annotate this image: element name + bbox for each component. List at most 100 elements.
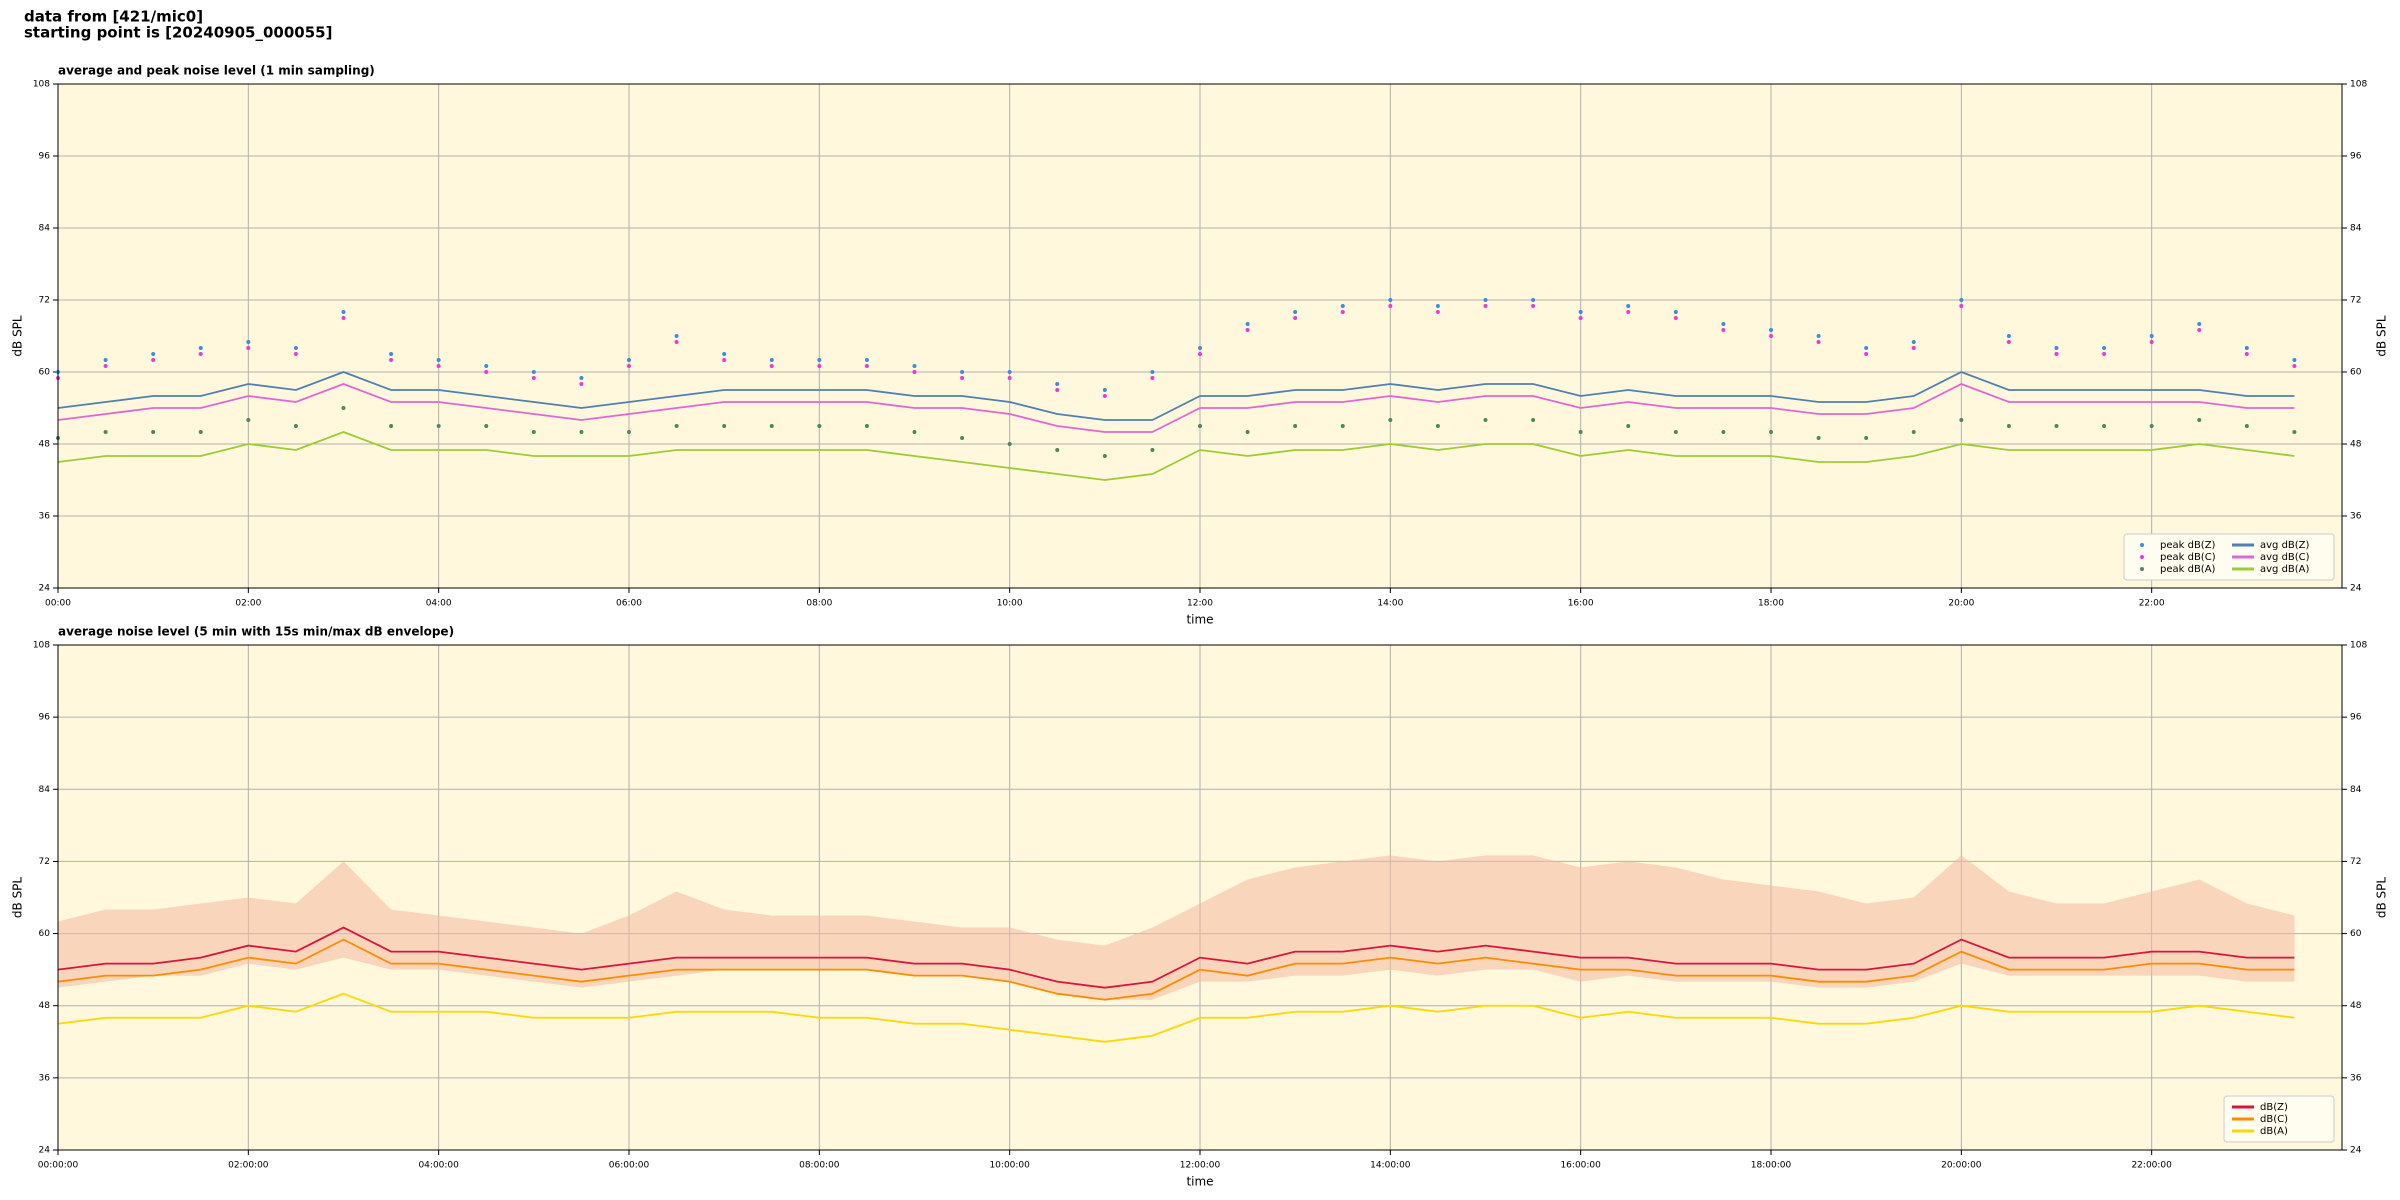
x-tick-label: 04:00:00 [418, 1161, 459, 1171]
peak-point [817, 424, 822, 428]
peak-point [1435, 424, 1440, 428]
peak-point [2102, 424, 2107, 428]
peak-point [1102, 388, 1107, 392]
peak-point [103, 364, 108, 368]
peak-point [1150, 376, 1155, 380]
peak-point [1340, 310, 1345, 314]
y-tick-label: 108 [33, 80, 50, 90]
x-tick-label: 00:00 [45, 599, 71, 609]
peak-point [579, 376, 584, 380]
peak-point [484, 424, 489, 428]
x-tick-label: 10:00 [997, 599, 1023, 609]
peak-point [1911, 346, 1916, 350]
legend-label: dB(A) [2260, 1126, 2288, 1137]
series-line [57, 926, 2295, 989]
x-tick-label: 16:00:00 [1560, 1161, 1601, 1171]
panel-title: average noise level (5 min with 15s min/… [58, 625, 454, 639]
peak-point [1769, 334, 1773, 338]
legend-label: peak dB(Z) [2160, 540, 2216, 551]
peak-point [246, 340, 251, 344]
peak-point [912, 370, 917, 374]
legend-label: peak dB(C) [2160, 552, 2216, 563]
x-tick-label: 18:00:00 [1751, 1161, 1792, 1171]
y-tick-label: 24 [39, 584, 51, 594]
y-tick-label: 84 [39, 224, 51, 234]
peak-point [436, 424, 441, 428]
legend-label: avg dB(C) [2260, 552, 2310, 563]
peak-point [1388, 418, 1393, 422]
peak-point [1959, 298, 1964, 302]
legend-label: avg dB(A) [2260, 564, 2310, 575]
x-tick-label: 04:00 [426, 599, 452, 609]
peak-point [864, 358, 869, 362]
peak-point [912, 364, 917, 368]
peak-point [1816, 340, 1821, 344]
x-axis-label: time [1186, 1175, 1213, 1189]
peak-point [341, 310, 346, 314]
peak-point [2102, 346, 2107, 350]
peak-point [1293, 316, 1298, 320]
peak-point [1578, 316, 1583, 320]
peak-point [1007, 376, 1012, 380]
peak-point [2006, 424, 2011, 428]
peak-point [627, 358, 631, 362]
peak-point [1626, 310, 1631, 314]
x-tick-label: 06:00:00 [609, 1161, 650, 1171]
peak-point [103, 358, 108, 362]
peak-point [817, 358, 822, 362]
peak-point [1340, 304, 1345, 308]
y-tick-label: 48 [2350, 440, 2362, 450]
peak-point [722, 424, 727, 428]
y-tick-label: 60 [2350, 929, 2362, 939]
peak-point [341, 406, 346, 410]
header-line: data from [421/mic0] [24, 8, 203, 26]
peak-point [436, 364, 441, 368]
peak-point [1007, 370, 1012, 374]
peak-point [246, 418, 251, 422]
y-tick-label: 24 [2350, 584, 2362, 594]
series-line [57, 992, 2295, 1043]
peak-point [1055, 382, 1060, 386]
series-line [57, 431, 2295, 481]
peak-point [1769, 430, 1773, 434]
peak-point [103, 430, 108, 434]
x-tick-label: 12:00:00 [1180, 1161, 1221, 1171]
peak-point [2054, 424, 2059, 428]
peak-point [1673, 310, 1678, 314]
peak-point [864, 424, 869, 428]
y-tick-label: 96 [39, 713, 51, 723]
x-tick-label: 14:00:00 [1370, 1161, 1411, 1171]
peak-point [1721, 430, 1726, 434]
peak-point [2197, 322, 2202, 326]
peak-point [1055, 388, 1060, 392]
y-axis-label: dB SPL [2375, 877, 2389, 919]
peak-point [1198, 424, 1202, 428]
series-line [57, 938, 2295, 1001]
peak-point [2054, 346, 2059, 350]
x-tick-label: 12:00 [1187, 599, 1213, 609]
x-tick-label: 02:00:00 [228, 1161, 269, 1171]
y-tick-label: 36 [39, 512, 51, 522]
peak-point [1435, 304, 1440, 308]
peak-point [1864, 346, 1869, 350]
y-tick-label: 96 [2350, 713, 2362, 723]
plot-frame [57, 83, 2343, 589]
peak-point [531, 430, 536, 434]
x-tick-label: 08:00:00 [799, 1161, 840, 1171]
peak-point [960, 370, 965, 374]
x-axis-label: time [1186, 613, 1213, 627]
peak-point [484, 370, 489, 374]
peak-point [1293, 424, 1298, 428]
header-line: starting point is [20240905_000055] [24, 24, 332, 42]
peak-point [1198, 346, 1202, 350]
peak-point [2054, 352, 2059, 356]
peak-point [674, 340, 679, 344]
peak-point [1864, 436, 1869, 440]
peak-point [389, 424, 394, 428]
peak-point [246, 346, 251, 350]
peak-point [2006, 334, 2011, 338]
peak-point [1721, 328, 1726, 332]
peak-point [198, 352, 203, 356]
y-tick-label: 36 [39, 1073, 51, 1083]
y-tick-label: 108 [2350, 641, 2367, 651]
